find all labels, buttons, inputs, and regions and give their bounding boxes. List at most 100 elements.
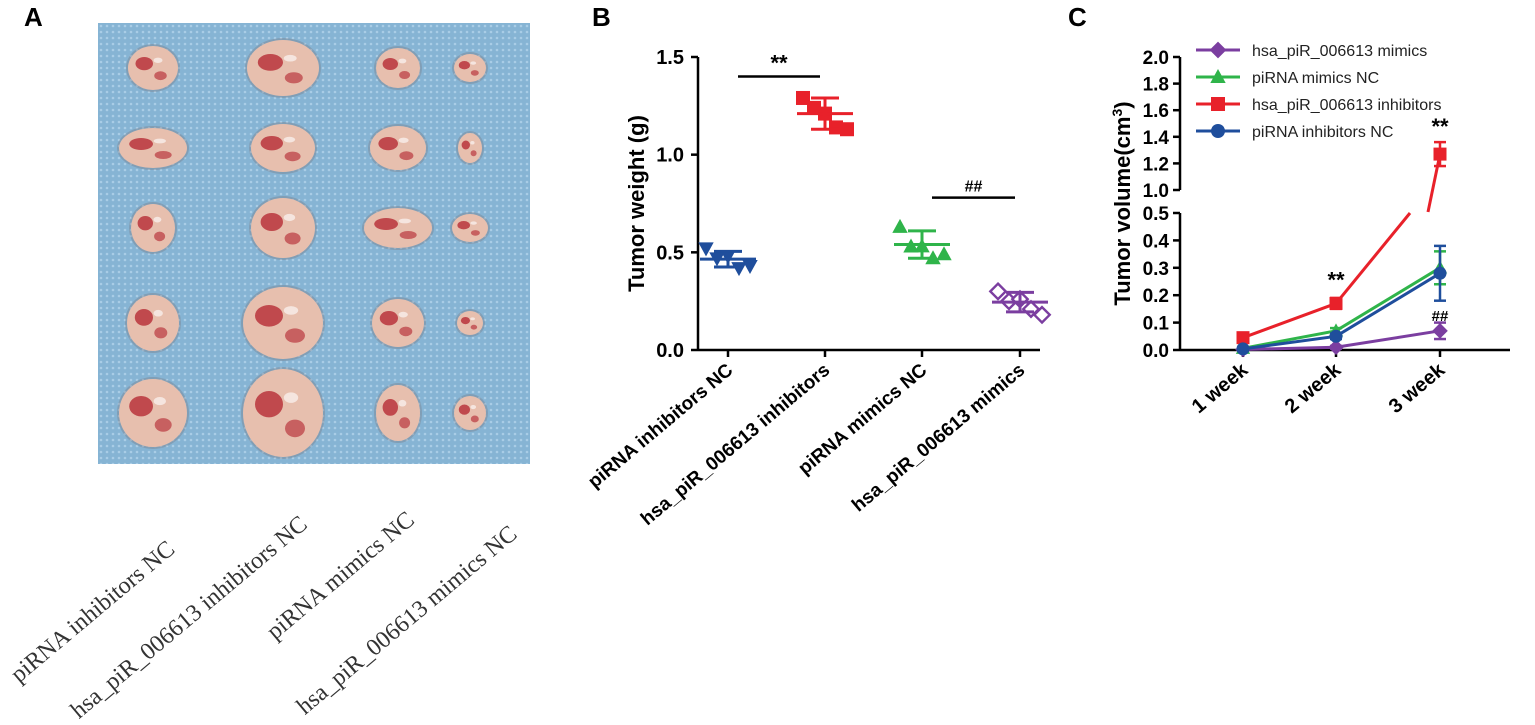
tumor-sample bbox=[376, 385, 420, 441]
tumor-highlight bbox=[398, 218, 411, 224]
data-point bbox=[1329, 329, 1343, 343]
tumor-blood-spot bbox=[257, 54, 283, 71]
y-tick-label: 0.3 bbox=[1143, 259, 1169, 280]
tumor-sample bbox=[370, 126, 426, 170]
tumor-blood-spot bbox=[284, 232, 301, 245]
data-point bbox=[999, 291, 1019, 311]
legend-marker bbox=[1210, 68, 1226, 83]
tumor-blood-spot bbox=[154, 418, 172, 432]
tumor-sample bbox=[243, 287, 323, 359]
x-tick-label: piRNA mimics NC bbox=[795, 360, 932, 480]
data-point bbox=[1432, 260, 1448, 274]
data-point bbox=[1021, 299, 1041, 319]
tumor-sample bbox=[251, 124, 315, 172]
tumor-blood-spot bbox=[129, 396, 153, 417]
tumor-sample bbox=[454, 54, 486, 82]
significance-label: ## bbox=[965, 179, 983, 196]
y-tick-label: 1.0 bbox=[656, 145, 684, 167]
tumor-sample bbox=[457, 311, 483, 335]
data-point bbox=[818, 106, 832, 121]
legend-label: hsa_piR_006613 mimics bbox=[1252, 43, 1427, 60]
data-point bbox=[892, 218, 908, 233]
tumor-highlight bbox=[283, 306, 299, 315]
y-tick-label: 1.0 bbox=[1143, 181, 1169, 202]
y-tick-label: 1.4 bbox=[1143, 128, 1170, 149]
tumor-sample bbox=[247, 40, 319, 96]
significance-label: ** bbox=[770, 51, 788, 76]
tumor-blood-spot bbox=[129, 138, 153, 150]
tumor-blood-spot bbox=[470, 324, 478, 330]
y-axis-title-main: Tumor volume(cm bbox=[1110, 117, 1135, 306]
tumor-blood-spot bbox=[260, 136, 283, 151]
x-tick-label: 3 week bbox=[1385, 358, 1450, 418]
data-point bbox=[840, 122, 854, 137]
tumor-highlight bbox=[398, 58, 407, 64]
series-line bbox=[1242, 302, 1337, 340]
data-point bbox=[829, 120, 843, 135]
tumor-highlight bbox=[398, 137, 409, 143]
data-point bbox=[903, 238, 919, 253]
panel-label-b: B bbox=[592, 2, 611, 32]
data-point bbox=[1329, 296, 1343, 310]
tumor-highlight bbox=[470, 317, 475, 321]
tumor-blood-spot bbox=[154, 231, 166, 242]
series-line bbox=[1426, 153, 1442, 213]
tumor-blood-spot bbox=[470, 415, 479, 423]
tumor-highlight bbox=[470, 221, 477, 225]
tumor-sample bbox=[243, 369, 323, 457]
tumor-blood-spot bbox=[470, 150, 477, 157]
tumor-sample bbox=[364, 208, 432, 248]
tumor-sample bbox=[119, 379, 187, 447]
series-line bbox=[1242, 266, 1441, 350]
data-point bbox=[936, 246, 952, 261]
tumor-sample bbox=[454, 396, 486, 430]
tumor-blood-spot bbox=[284, 151, 301, 162]
tumor-sample bbox=[128, 46, 178, 90]
tumor-highlight bbox=[470, 405, 477, 410]
tumor-photo bbox=[98, 23, 530, 464]
legend-marker bbox=[1211, 97, 1225, 111]
y-tick-label: 0.5 bbox=[656, 242, 684, 264]
data-point bbox=[807, 100, 821, 115]
tumor-highlight bbox=[283, 136, 296, 143]
tumor-highlight bbox=[398, 399, 407, 407]
x-tick-label: hsa_piR_006613 mimics bbox=[848, 360, 1029, 517]
tumor-weight-axes: 0.0 0.5 1.0 1.5 Tumor weight (g) bbox=[624, 47, 1040, 362]
tumor-blood-spot bbox=[382, 399, 398, 416]
tumor-blood-spot bbox=[399, 417, 411, 429]
y-axis-title: Tumor weight (g) bbox=[624, 115, 649, 292]
tumor-sample bbox=[376, 48, 420, 88]
tumor-blood-spot bbox=[457, 221, 471, 230]
tumor-blood-spot bbox=[399, 151, 414, 161]
data-point bbox=[742, 260, 758, 275]
data-point bbox=[1235, 341, 1251, 358]
tumor-highlight bbox=[153, 397, 166, 406]
y-axis-title: Tumor volume(cm3) bbox=[1109, 101, 1135, 305]
y-tick-label: 0.1 bbox=[1143, 314, 1170, 335]
x-tick-label: hsa_piR_006613 inhibitors bbox=[637, 360, 834, 530]
tumor-highlight bbox=[153, 216, 162, 223]
legend-marker bbox=[1209, 41, 1227, 59]
tumor-blood-spot bbox=[382, 58, 398, 70]
series-line bbox=[1334, 212, 1412, 305]
tumor-blood-spot bbox=[134, 309, 153, 326]
tumor-photo-image bbox=[98, 23, 530, 464]
data-point bbox=[1328, 339, 1344, 356]
tumor-highlight bbox=[153, 138, 166, 144]
group-label-1: piRNA inhibitors NC bbox=[6, 535, 181, 688]
data-point bbox=[1433, 147, 1447, 161]
tumor-blood-spot bbox=[399, 231, 417, 239]
y-tick-label: 1.8 bbox=[1143, 75, 1169, 96]
tumor-highlight bbox=[398, 311, 408, 318]
y-tick-label: 0.0 bbox=[656, 340, 684, 362]
y-tick-label: 0.0 bbox=[1143, 341, 1169, 362]
y-axis-title-close: ) bbox=[1110, 101, 1135, 108]
tumor-blood-spot bbox=[458, 404, 470, 415]
tumor-blood-spot bbox=[399, 326, 413, 337]
tumor-highlight bbox=[153, 57, 163, 63]
tumor-sample bbox=[458, 133, 482, 163]
tumor-blood-spot bbox=[374, 218, 398, 230]
tumor-highlight bbox=[283, 392, 299, 403]
panel-label-c: C bbox=[1068, 2, 1087, 32]
